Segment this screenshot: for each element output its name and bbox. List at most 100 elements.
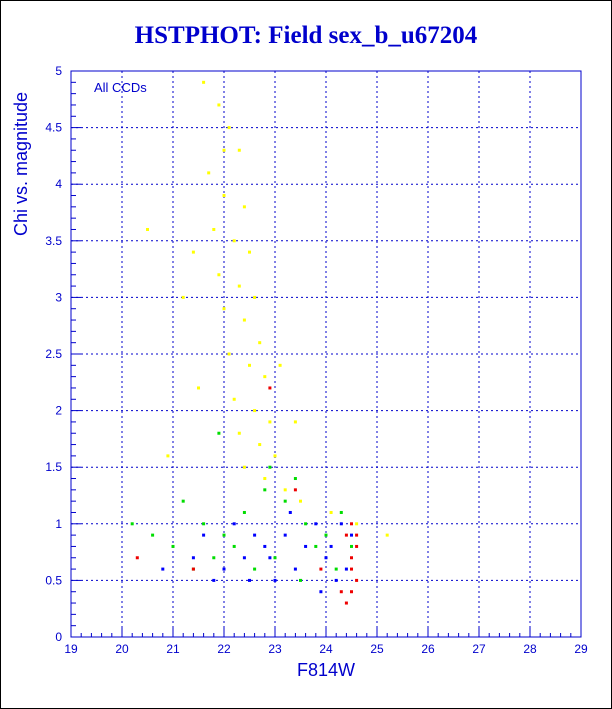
data-point bbox=[222, 307, 226, 311]
x-tick-label: 19 bbox=[64, 642, 78, 656]
data-point bbox=[288, 510, 292, 514]
data-point bbox=[355, 544, 359, 548]
data-point bbox=[212, 227, 216, 231]
y-tick-label: 1.5 bbox=[45, 460, 62, 474]
data-point bbox=[242, 205, 246, 209]
data-point bbox=[232, 544, 236, 548]
data-point bbox=[253, 533, 257, 537]
data-point bbox=[344, 533, 348, 537]
data-point bbox=[283, 499, 287, 503]
data-point bbox=[212, 578, 216, 582]
y-tick-label: 0 bbox=[55, 630, 62, 644]
data-point bbox=[268, 420, 272, 424]
data-point bbox=[299, 578, 302, 582]
y-tick-label: 1 bbox=[55, 517, 62, 531]
x-tick-label: 24 bbox=[319, 642, 333, 656]
data-point bbox=[355, 578, 359, 582]
data-point bbox=[258, 341, 262, 345]
data-point bbox=[350, 522, 353, 526]
data-point bbox=[263, 488, 267, 492]
y-tick-label: 3 bbox=[55, 290, 62, 304]
data-point bbox=[268, 556, 272, 560]
x-tick-label: 28 bbox=[523, 642, 537, 656]
data-point bbox=[248, 363, 251, 367]
data-point bbox=[202, 522, 206, 526]
data-point bbox=[248, 578, 251, 582]
data-point bbox=[227, 352, 231, 356]
data-point bbox=[344, 567, 348, 571]
data-point bbox=[355, 533, 359, 537]
data-point bbox=[242, 465, 246, 469]
data-point bbox=[350, 567, 353, 571]
data-point bbox=[222, 533, 226, 537]
data-point bbox=[350, 544, 353, 548]
data-point bbox=[339, 522, 343, 526]
data-point bbox=[278, 363, 282, 367]
data-point bbox=[242, 318, 246, 322]
data-point bbox=[273, 578, 277, 582]
data-point bbox=[258, 443, 262, 447]
data-point bbox=[232, 522, 236, 526]
ccd-annotation: All CCDs bbox=[94, 80, 147, 95]
data-point bbox=[222, 148, 226, 152]
grid-lines bbox=[71, 71, 581, 637]
data-point bbox=[253, 409, 257, 413]
data-point bbox=[304, 544, 308, 548]
x-tick-label: 21 bbox=[166, 642, 180, 656]
x-tick-label: 23 bbox=[268, 642, 282, 656]
y-tick-label: 4.5 bbox=[45, 121, 62, 135]
x-axis-tick-labels: 19 20 21 22 23 24 25 26 27 28 29 bbox=[64, 642, 588, 656]
data-point bbox=[146, 227, 149, 231]
y-axis-tick-labels: 0 0.5 1 1.5 2 2.5 3 3.5 4 4.5 5 bbox=[45, 64, 62, 644]
data-point bbox=[263, 544, 267, 548]
x-tick-label: 26 bbox=[421, 642, 435, 656]
data-point bbox=[273, 454, 277, 458]
data-point bbox=[181, 499, 185, 503]
data-point bbox=[237, 148, 241, 152]
data-point bbox=[355, 522, 359, 526]
data-point bbox=[319, 567, 323, 571]
data-points bbox=[130, 80, 389, 605]
data-point bbox=[135, 556, 139, 560]
data-point bbox=[293, 420, 297, 424]
data-point bbox=[202, 533, 206, 537]
data-point bbox=[385, 533, 389, 537]
data-point bbox=[237, 284, 241, 288]
data-point bbox=[232, 397, 236, 401]
data-point bbox=[350, 590, 353, 594]
data-point bbox=[263, 477, 267, 481]
data-point bbox=[293, 488, 297, 492]
data-point bbox=[324, 533, 328, 537]
data-point bbox=[304, 522, 308, 526]
data-point bbox=[339, 510, 343, 514]
data-point bbox=[181, 295, 185, 299]
data-point bbox=[166, 454, 170, 458]
data-point bbox=[344, 601, 348, 605]
data-point bbox=[329, 510, 333, 514]
data-point bbox=[329, 544, 333, 548]
data-point bbox=[314, 522, 318, 526]
x-tick-label: 20 bbox=[115, 642, 129, 656]
data-point bbox=[350, 556, 353, 560]
data-point bbox=[339, 590, 343, 594]
data-point bbox=[232, 239, 236, 243]
chart-title: HSTPHOT: Field sex_b_u67204 bbox=[134, 22, 478, 49]
data-point bbox=[283, 488, 287, 492]
data-point bbox=[268, 386, 272, 390]
data-point bbox=[324, 556, 328, 560]
x-tick-label: 27 bbox=[472, 642, 486, 656]
data-point bbox=[217, 431, 221, 435]
y-tick-label: 0.5 bbox=[45, 573, 62, 587]
x-tick-label: 22 bbox=[217, 642, 231, 656]
data-point bbox=[217, 273, 221, 277]
y-tick-label: 2.5 bbox=[45, 347, 62, 361]
data-point bbox=[151, 533, 155, 537]
data-point bbox=[130, 522, 134, 526]
data-point bbox=[207, 171, 211, 175]
data-point bbox=[334, 567, 338, 571]
data-point bbox=[242, 510, 246, 514]
data-point bbox=[263, 375, 267, 379]
data-point bbox=[283, 533, 287, 537]
data-point bbox=[161, 567, 165, 571]
